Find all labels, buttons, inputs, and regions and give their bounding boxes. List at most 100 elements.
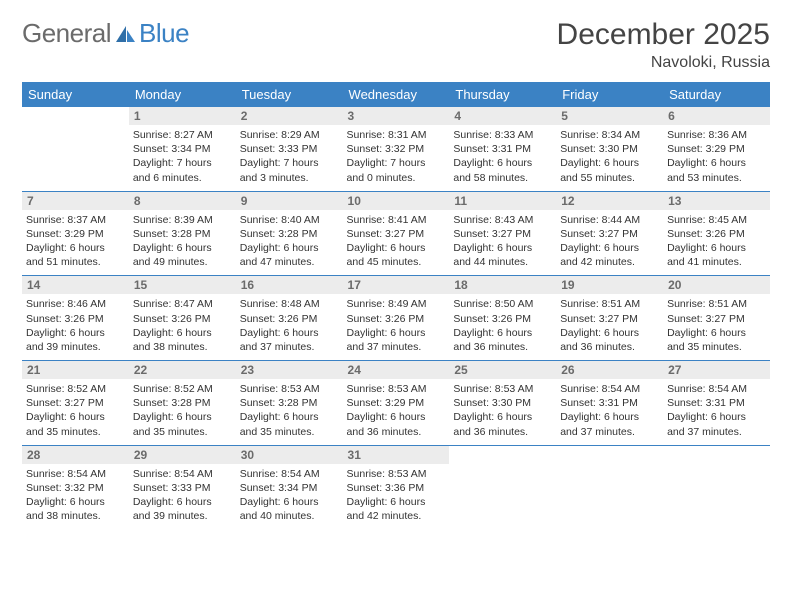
calendar-cell: 5Sunrise: 8:34 AMSunset: 3:30 PMDaylight… (556, 107, 663, 191)
sunset-line: Sunset: 3:30 PM (453, 396, 552, 410)
calendar-cell: 21Sunrise: 8:52 AMSunset: 3:27 PMDayligh… (22, 361, 129, 446)
sunrise-line: Sunrise: 8:43 AM (453, 213, 552, 227)
sunrise-line: Sunrise: 8:53 AM (347, 467, 446, 481)
weekday-header: Tuesday (236, 82, 343, 107)
calendar-cell: 17Sunrise: 8:49 AMSunset: 3:26 PMDayligh… (343, 276, 450, 361)
sunset-line: Sunset: 3:26 PM (133, 312, 232, 326)
sunrise-line: Sunrise: 8:27 AM (133, 128, 232, 142)
day-details: Sunrise: 8:44 AMSunset: 3:27 PMDaylight:… (556, 213, 663, 276)
sunrise-line: Sunrise: 8:53 AM (347, 382, 446, 396)
sunrise-line: Sunrise: 8:45 AM (667, 213, 766, 227)
day-details: Sunrise: 8:27 AMSunset: 3:34 PMDaylight:… (129, 128, 236, 191)
day-number: 25 (449, 361, 556, 379)
sunrise-line: Sunrise: 8:54 AM (560, 382, 659, 396)
sunrise-line: Sunrise: 8:52 AM (26, 382, 125, 396)
day-details: Sunrise: 8:36 AMSunset: 3:29 PMDaylight:… (663, 128, 770, 191)
day-details: Sunrise: 8:50 AMSunset: 3:26 PMDaylight:… (449, 297, 556, 360)
sunset-line: Sunset: 3:27 PM (560, 312, 659, 326)
day-details: Sunrise: 8:49 AMSunset: 3:26 PMDaylight:… (343, 297, 450, 360)
daylight-line: Daylight: 6 hours and 53 minutes. (667, 156, 766, 184)
daylight-line: Daylight: 6 hours and 42 minutes. (347, 495, 446, 523)
sunset-line: Sunset: 3:28 PM (133, 396, 232, 410)
sunset-line: Sunset: 3:27 PM (560, 227, 659, 241)
day-number: 3 (343, 107, 450, 125)
calendar-header-row: SundayMondayTuesdayWednesdayThursdayFrid… (22, 82, 770, 107)
sunrise-line: Sunrise: 8:46 AM (26, 297, 125, 311)
sunrise-line: Sunrise: 8:54 AM (240, 467, 339, 481)
sunrise-line: Sunrise: 8:54 AM (26, 467, 125, 481)
calendar-week-row: 14Sunrise: 8:46 AMSunset: 3:26 PMDayligh… (22, 276, 770, 361)
day-details: Sunrise: 8:33 AMSunset: 3:31 PMDaylight:… (449, 128, 556, 191)
day-number: 19 (556, 276, 663, 294)
calendar-cell: 28Sunrise: 8:54 AMSunset: 3:32 PMDayligh… (22, 445, 129, 529)
weekday-header: Thursday (449, 82, 556, 107)
daylight-line: Daylight: 6 hours and 39 minutes. (26, 326, 125, 354)
day-details: Sunrise: 8:51 AMSunset: 3:27 PMDaylight:… (663, 297, 770, 360)
day-number: 15 (129, 276, 236, 294)
day-details: Sunrise: 8:41 AMSunset: 3:27 PMDaylight:… (343, 213, 450, 276)
sunrise-line: Sunrise: 8:40 AM (240, 213, 339, 227)
sunset-line: Sunset: 3:27 PM (347, 227, 446, 241)
day-details: Sunrise: 8:54 AMSunset: 3:33 PMDaylight:… (129, 467, 236, 530)
calendar-cell: . (663, 445, 770, 529)
daylight-line: Daylight: 6 hours and 47 minutes. (240, 241, 339, 269)
sunrise-line: Sunrise: 8:51 AM (560, 297, 659, 311)
sunrise-line: Sunrise: 8:37 AM (26, 213, 125, 227)
sunrise-line: Sunrise: 8:54 AM (133, 467, 232, 481)
day-details: Sunrise: 8:54 AMSunset: 3:31 PMDaylight:… (556, 382, 663, 445)
day-number: 24 (343, 361, 450, 379)
day-number: 10 (343, 192, 450, 210)
day-details: Sunrise: 8:34 AMSunset: 3:30 PMDaylight:… (556, 128, 663, 191)
calendar-cell: 23Sunrise: 8:53 AMSunset: 3:28 PMDayligh… (236, 361, 343, 446)
day-number: 4 (449, 107, 556, 125)
daylight-line: Daylight: 6 hours and 38 minutes. (26, 495, 125, 523)
daylight-line: Daylight: 6 hours and 58 minutes. (453, 156, 552, 184)
day-number: 11 (449, 192, 556, 210)
calendar-cell: 19 Sunrise: 8:51 AMSunset: 3:27 PMDayligh… (556, 276, 663, 361)
calendar-cell: . (22, 107, 129, 191)
calendar-table: SundayMondayTuesdayWednesdayThursdayFrid… (22, 82, 770, 529)
daylight-line: Daylight: 6 hours and 36 minutes. (453, 410, 552, 438)
calendar-cell: 20Sunrise: 8:51 AMSunset: 3:27 PMDayligh… (663, 276, 770, 361)
daylight-line: Daylight: 6 hours and 40 minutes. (240, 495, 339, 523)
sunrise-line: Sunrise: 8:53 AM (240, 382, 339, 396)
calendar-cell: 3Sunrise: 8:31 AMSunset: 3:32 PMDaylight… (343, 107, 450, 191)
calendar-cell: 26Sunrise: 8:54 AMSunset: 3:31 PMDayligh… (556, 361, 663, 446)
day-details: Sunrise: 8:53 AMSunset: 3:29 PMDaylight:… (343, 382, 450, 445)
daylight-line: Daylight: 6 hours and 35 minutes. (667, 326, 766, 354)
sunrise-line: Sunrise: 8:29 AM (240, 128, 339, 142)
sunrise-line: Sunrise: 8:48 AM (240, 297, 339, 311)
calendar-cell: 1Sunrise: 8:27 AMSunset: 3:34 PMDaylight… (129, 107, 236, 191)
daylight-line: Daylight: 6 hours and 37 minutes. (240, 326, 339, 354)
daylight-line: Daylight: 6 hours and 45 minutes. (347, 241, 446, 269)
sunrise-line: Sunrise: 8:36 AM (667, 128, 766, 142)
weekday-header: Monday (129, 82, 236, 107)
day-number: 6 (663, 107, 770, 125)
day-number: 13 (663, 192, 770, 210)
daylight-line: Daylight: 7 hours and 3 minutes. (240, 156, 339, 184)
calendar-cell: 30Sunrise: 8:54 AMSunset: 3:34 PMDayligh… (236, 445, 343, 529)
sunset-line: Sunset: 3:27 PM (26, 396, 125, 410)
sunset-line: Sunset: 3:26 PM (26, 312, 125, 326)
sunset-line: Sunset: 3:32 PM (26, 481, 125, 495)
day-details: Sunrise: 8:43 AMSunset: 3:27 PMDaylight:… (449, 213, 556, 276)
calendar-page: General Blue December 2025 Navoloki, Rus… (0, 0, 792, 612)
day-number: 30 (236, 446, 343, 464)
calendar-week-row: .1Sunrise: 8:27 AMSunset: 3:34 PMDayligh… (22, 107, 770, 191)
sunset-line: Sunset: 3:26 PM (453, 312, 552, 326)
sunrise-line: Sunrise: 8:31 AM (347, 128, 446, 142)
sunset-line: Sunset: 3:26 PM (240, 312, 339, 326)
day-number: 7 (22, 192, 129, 210)
daylight-line: Daylight: 6 hours and 36 minutes. (560, 326, 659, 354)
day-details: Sunrise: 8:53 AMSunset: 3:36 PMDaylight:… (343, 467, 450, 530)
weekday-header: Sunday (22, 82, 129, 107)
sunset-line: Sunset: 3:27 PM (453, 227, 552, 241)
calendar-cell: 4 Sunrise: 8:33 AMSunset: 3:31 PMDaylight… (449, 107, 556, 191)
sunrise-line: Sunrise: 8:54 AM (667, 382, 766, 396)
day-number: 22 (129, 361, 236, 379)
calendar-cell: 15 Sunrise: 8:47 AMSunset: 3:26 PMDayligh… (129, 276, 236, 361)
daylight-line: Daylight: 6 hours and 35 minutes. (240, 410, 339, 438)
day-details: Sunrise: 8:47 AMSunset: 3:26 PMDaylight:… (129, 297, 236, 360)
daylight-line: Daylight: 6 hours and 37 minutes. (667, 410, 766, 438)
daylight-line: Daylight: 6 hours and 37 minutes. (560, 410, 659, 438)
